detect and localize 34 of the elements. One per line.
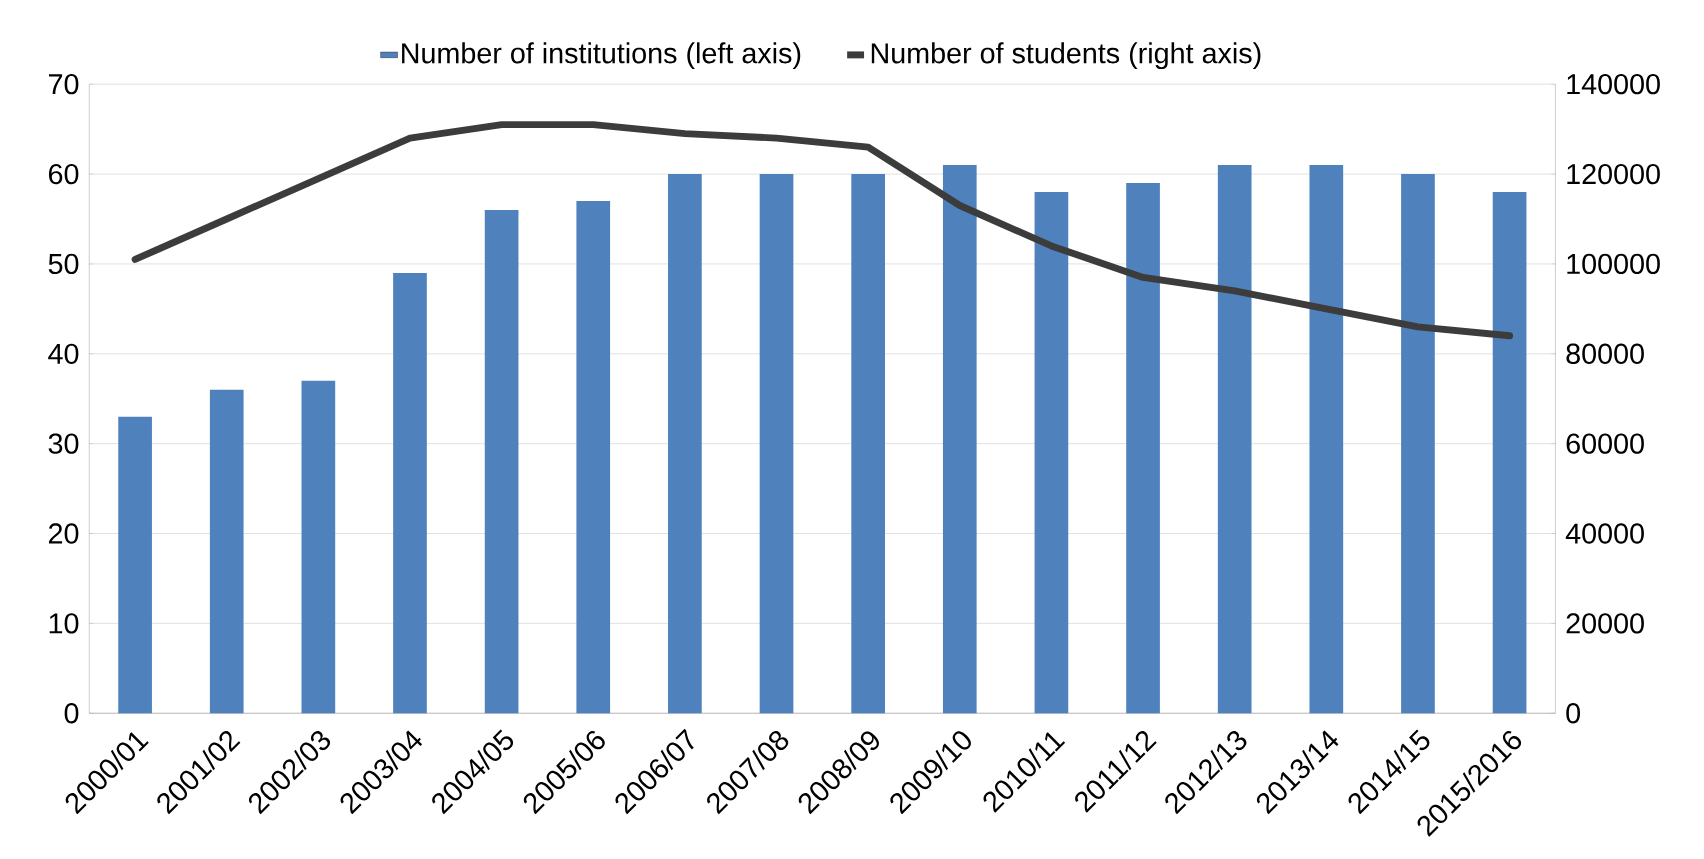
bar (576, 201, 611, 714)
y-tick-label: 30 (48, 433, 79, 454)
y-tick-label: 50 (48, 253, 79, 275)
bar (118, 416, 152, 714)
y-tick-label: 20 (48, 523, 79, 544)
y-tick-label: 0 (64, 703, 79, 724)
bar (759, 174, 794, 714)
bar (1401, 174, 1435, 714)
y2-tick-label: 140000 (1567, 74, 1660, 95)
bar (301, 380, 336, 714)
bar (1492, 192, 1527, 714)
y2-tick-label: 80000 (1566, 343, 1644, 365)
bar (1217, 165, 1252, 714)
bar (668, 174, 702, 714)
bar (484, 210, 519, 714)
y-tick-label: 60 (49, 163, 79, 185)
y2-tick-label: 40000 (1565, 523, 1644, 544)
bar (209, 389, 244, 714)
legend-label: Number of institutions (left axis) (402, 42, 801, 70)
bar (393, 272, 427, 714)
y2-tick-label: 120000 (1567, 163, 1660, 185)
bar (851, 174, 885, 714)
y-tick-label: 70 (49, 74, 79, 95)
y-tick-label: 40 (48, 343, 79, 365)
bar (1126, 183, 1160, 714)
bar (942, 165, 977, 714)
y2-tick-label: 20000 (1566, 613, 1644, 634)
y2-tick-label: 60000 (1566, 433, 1644, 454)
bar (1309, 165, 1344, 714)
y2-tick-label: 100000 (1567, 253, 1660, 275)
bar (1034, 192, 1069, 714)
y-tick-label: 10 (49, 613, 79, 634)
legend-label: Number of students (right axis) (871, 42, 1261, 70)
y2-tick-label: 0 (1566, 703, 1581, 724)
